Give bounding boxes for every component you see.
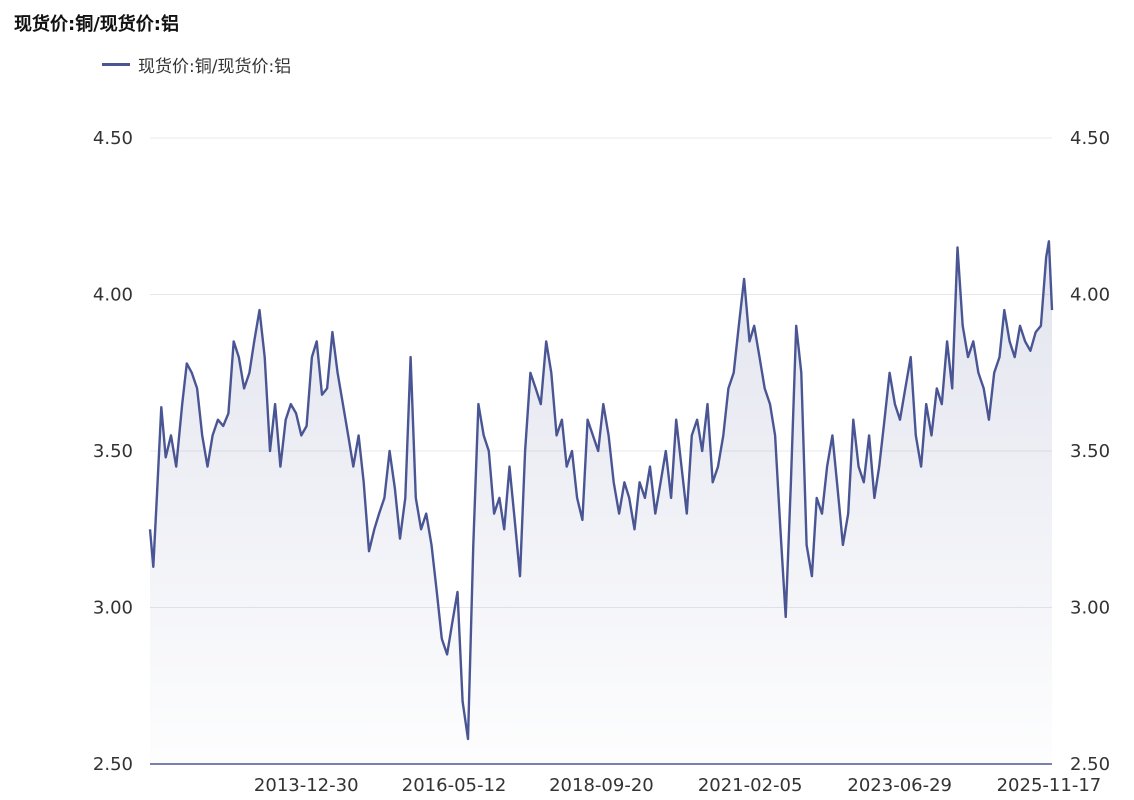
- chart-title: 现货价:铜/现货价:铝: [14, 14, 179, 35]
- y-tick-label-left: 4.50: [93, 128, 133, 149]
- y-tick-label-right: 2.50: [1070, 754, 1110, 775]
- y-tick-label-right: 3.50: [1070, 441, 1110, 462]
- x-tick-label: 2016-05-12: [402, 775, 507, 796]
- x-tick-label: 2021-02-05: [698, 775, 803, 796]
- legend-line-swatch: [102, 63, 130, 66]
- y-tick-label-left: 3.50: [93, 441, 133, 462]
- y-tick-label-left: 4.00: [93, 285, 133, 306]
- series-area: [150, 241, 1052, 765]
- x-tick-label: 2023-06-29: [847, 775, 952, 796]
- x-tick-label: 2025-11-17: [997, 775, 1102, 796]
- series-line: [148, 240, 1054, 741]
- y-tick-label-right: 4.00: [1070, 285, 1110, 306]
- y-tick-label-left: 3.00: [93, 598, 133, 619]
- y-tick-label-left: 2.50: [93, 754, 133, 775]
- y-tick-label-right: 4.50: [1070, 128, 1110, 149]
- x-tick-label: 2013-12-30: [254, 775, 359, 796]
- x-tick-label: 2018-09-20: [549, 775, 654, 796]
- y-tick-label-right: 3.00: [1070, 598, 1110, 619]
- legend-label: 现货价:铜/现货价:铝: [138, 57, 292, 77]
- legend-item[interactable]: 现货价:铜/现货价:铝: [102, 52, 291, 77]
